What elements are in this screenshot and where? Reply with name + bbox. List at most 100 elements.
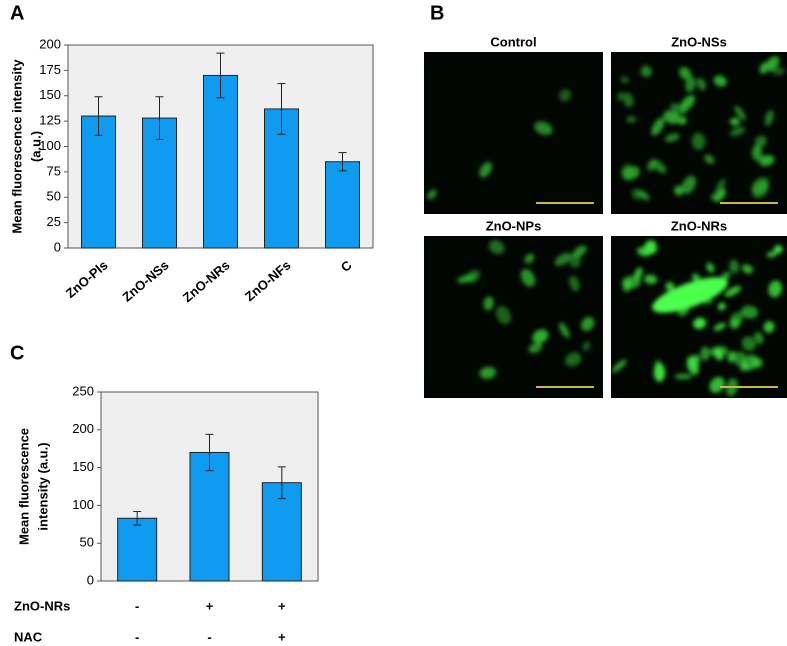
y-tick-label: 200 — [39, 36, 61, 51]
y-tick-label: 100 — [39, 138, 61, 153]
cell — [680, 95, 696, 112]
y-tick-label: 75 — [47, 163, 61, 178]
cell — [582, 341, 591, 352]
cell — [693, 317, 707, 329]
y-axis-label: intensity (a.u.) — [35, 442, 50, 530]
cells — [612, 240, 783, 397]
cell — [626, 116, 637, 123]
error-bar — [155, 96, 164, 140]
cell — [479, 162, 493, 178]
cell — [488, 240, 505, 255]
cell — [663, 110, 681, 124]
x-tick-label: ZnO-NSs — [119, 257, 171, 304]
cell — [729, 126, 746, 137]
cell — [559, 89, 572, 102]
panel-letter: C — [10, 342, 24, 364]
x-tick-label: ZnO-NRs — [180, 257, 233, 305]
cell — [685, 76, 696, 93]
cell — [751, 177, 769, 195]
cells — [427, 89, 572, 200]
cell — [554, 252, 572, 266]
error-bar — [216, 52, 225, 99]
y-axis-label: Mean fluorescence intensity — [9, 59, 24, 234]
cell — [752, 357, 763, 369]
cell — [581, 316, 595, 332]
cell — [528, 342, 543, 354]
cell — [483, 296, 494, 311]
y-tick-label: 50 — [47, 189, 61, 204]
cell — [740, 305, 759, 319]
cell — [634, 267, 643, 281]
cell — [752, 144, 763, 161]
cell — [572, 245, 587, 258]
cell — [686, 355, 700, 376]
cell — [739, 362, 749, 372]
cell — [651, 117, 665, 136]
cell — [713, 322, 726, 331]
condition-label: NAC — [14, 629, 43, 644]
cell — [734, 105, 746, 121]
error-bar — [277, 83, 286, 135]
cell — [724, 285, 742, 297]
cell — [704, 154, 715, 164]
cell — [700, 346, 710, 361]
cell — [768, 280, 783, 298]
error-bar — [94, 96, 103, 136]
condition-mark: + — [278, 598, 286, 613]
cell — [679, 67, 692, 80]
x-tick-label: C — [338, 257, 355, 275]
cell — [755, 135, 767, 148]
cell — [711, 193, 721, 203]
cell — [664, 133, 680, 142]
cell — [674, 373, 693, 380]
cell — [647, 160, 656, 171]
micrograph-title: ZnO-NRs — [671, 218, 727, 233]
cell — [665, 281, 675, 291]
cell — [427, 189, 437, 200]
cell — [644, 274, 658, 285]
condition-mark: + — [206, 598, 214, 613]
cell — [678, 116, 687, 125]
cell — [773, 245, 783, 254]
x-tick-label: ZnO-NFs — [242, 257, 294, 304]
y-tick-label: 150 — [39, 87, 61, 102]
cell — [741, 264, 754, 274]
cell — [565, 352, 582, 367]
cell — [637, 190, 650, 201]
y-tick-label: 175 — [39, 62, 61, 77]
condition-mark: - — [135, 629, 139, 644]
y-tick-label: 200 — [72, 421, 94, 436]
error-bar — [338, 152, 347, 172]
error-bar — [205, 433, 214, 472]
panel-letter: A — [10, 2, 24, 24]
cell — [729, 259, 739, 274]
x-tick-label: ZnO-Pls — [63, 257, 111, 301]
bar — [117, 517, 158, 582]
condition-mark: + — [278, 629, 286, 644]
condition-mark: - — [135, 598, 139, 613]
cell — [696, 78, 706, 91]
cell — [771, 66, 785, 76]
cell — [754, 331, 764, 345]
micrograph-title: Control — [490, 34, 536, 49]
cell — [759, 154, 775, 167]
cell — [495, 305, 511, 325]
cell — [691, 273, 701, 281]
cell — [730, 311, 743, 327]
panel-letter: B — [430, 2, 444, 24]
micrographs — [424, 52, 787, 398]
bar — [203, 74, 238, 249]
cell — [637, 247, 651, 257]
micrograph-title: ZnO-NPs — [486, 218, 542, 233]
cell — [766, 251, 777, 258]
cell — [534, 121, 553, 136]
bar — [261, 482, 302, 582]
cell — [623, 92, 634, 108]
cell — [733, 351, 747, 366]
cell — [706, 262, 715, 273]
cell — [559, 322, 570, 338]
cell — [691, 132, 706, 150]
cell — [709, 376, 725, 393]
cell — [620, 76, 630, 84]
cell — [674, 185, 684, 196]
